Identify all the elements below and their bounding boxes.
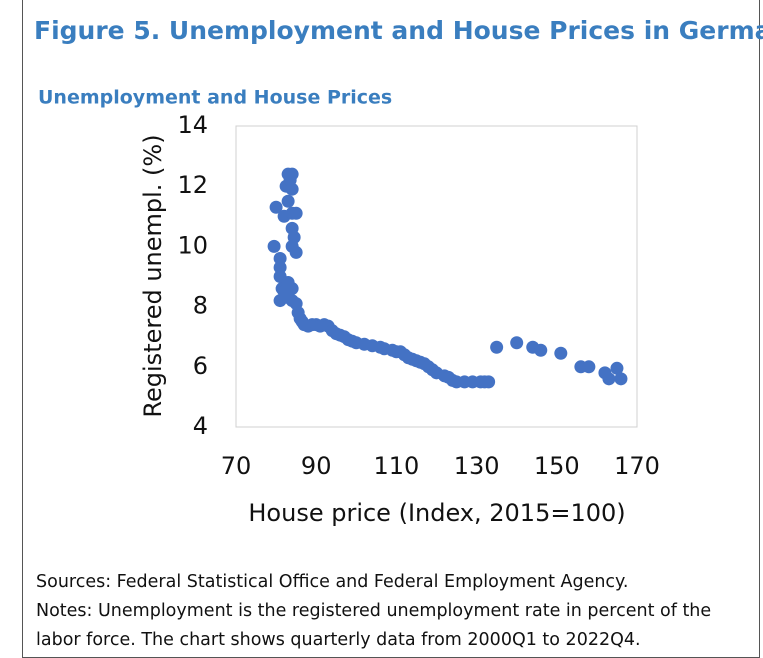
y-tick-label: 14	[177, 111, 208, 139]
x-tick-label: 90	[301, 452, 332, 480]
sources: Sources: Federal Statistical Office and …	[36, 572, 629, 592]
point	[281, 194, 295, 208]
point	[267, 239, 281, 253]
notes: Notes: Unemployment is the registered un…	[36, 601, 712, 650]
x-tick-label: 150	[534, 452, 580, 480]
chart-subtitle: Unemployment and House Prices	[38, 87, 392, 109]
x-tick-label: 70	[221, 452, 252, 480]
x-axis-title: House price (Index, 2015=100)	[248, 499, 625, 527]
y-axis-title: Registered unempl. (%)	[139, 134, 167, 417]
point	[602, 372, 616, 386]
point	[289, 245, 303, 259]
point	[534, 343, 548, 357]
chart-title: Figure 5. Unemployment and House Prices …	[34, 16, 763, 45]
y-tick-label: 8	[193, 292, 208, 320]
point	[273, 260, 287, 274]
point	[289, 206, 303, 220]
point	[490, 340, 504, 354]
x-tick-label: 110	[373, 452, 419, 480]
x-tick-label: 170	[614, 452, 660, 480]
y-tick-label: 6	[193, 352, 208, 380]
point	[269, 200, 283, 214]
point	[273, 251, 287, 265]
point	[582, 360, 596, 374]
plot-area	[235, 125, 638, 428]
point	[510, 336, 524, 350]
point	[610, 361, 624, 375]
point	[614, 372, 628, 386]
point	[482, 375, 496, 389]
x-tick-label: 130	[454, 452, 500, 480]
y-tick-label: 12	[177, 171, 208, 199]
point	[285, 182, 299, 196]
y-tick-label: 4	[193, 412, 208, 440]
y-tick-label: 10	[177, 231, 208, 259]
point	[554, 346, 568, 360]
